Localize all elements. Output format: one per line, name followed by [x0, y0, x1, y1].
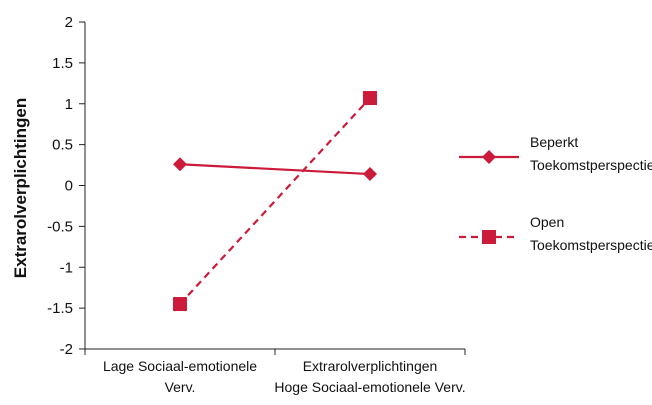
x-axis-categories: Lage Sociaal-emotionele Verv. Extrarolverp…: [84, 349, 466, 395]
x-category-label: Extrarolverplichtingen Hoge Sociaal-emoti…: [274, 358, 465, 395]
y-tick-label: 1.5: [52, 55, 73, 72]
legend-label-line: Open: [530, 214, 564, 230]
series-2: [173, 91, 377, 312]
y-tick-label: 2: [65, 14, 73, 31]
x-category-line: Verv.: [165, 379, 196, 395]
x-category-label: Lage Sociaal-emotionele Verv.: [103, 358, 257, 395]
y-tick-label: 0.5: [52, 137, 73, 154]
legend-marker-swatch: [482, 230, 496, 244]
y-tick-label: -2: [60, 341, 73, 358]
series-layer: [173, 91, 377, 312]
legend: Beperkt Toekomstperspectief Open Toekomstpe…: [459, 134, 652, 253]
series-1: [173, 157, 377, 182]
y-tick-label: -1: [60, 259, 73, 276]
y-tick-label: -1.5: [47, 300, 73, 317]
legend-label: Open Toekomstperspectief: [530, 214, 652, 253]
legend-label: Beperkt Toekomstperspectief: [530, 134, 652, 173]
axes: [84, 22, 465, 350]
y-tick-label: 0: [65, 178, 73, 195]
legend-item-1: Beperkt Toekomstperspectief: [459, 134, 652, 173]
y-tick-label: 1: [65, 96, 73, 113]
legend-label-line: Toekomstperspectief: [530, 237, 652, 253]
data-point-marker: [173, 297, 187, 312]
x-category-line: Lage Sociaal-emotionele: [103, 358, 257, 374]
legend-item-2: Open Toekomstperspectief: [459, 214, 652, 253]
y-axis-title: Extrarolverplichtingen: [11, 98, 30, 278]
series-line: [179, 163, 371, 176]
data-point-marker: [363, 167, 377, 182]
legend-label-line: Toekomstperspectief: [530, 157, 652, 173]
legend-label-line: Beperkt: [530, 134, 578, 150]
legend-marker-swatch: [482, 150, 496, 164]
y-axis-ticks: 2 1.5 1 0.5 0 -0.5 -1 -1.5 -2: [47, 14, 85, 358]
y-tick-label: -0.5: [47, 218, 73, 235]
series-line: [179, 97, 371, 305]
x-category-line: Extrarolverplichtingen: [303, 358, 438, 374]
data-point-marker: [363, 91, 377, 106]
x-category-line: Hoge Sociaal-emotionele Verv.: [274, 379, 465, 395]
data-point-marker: [173, 157, 187, 172]
